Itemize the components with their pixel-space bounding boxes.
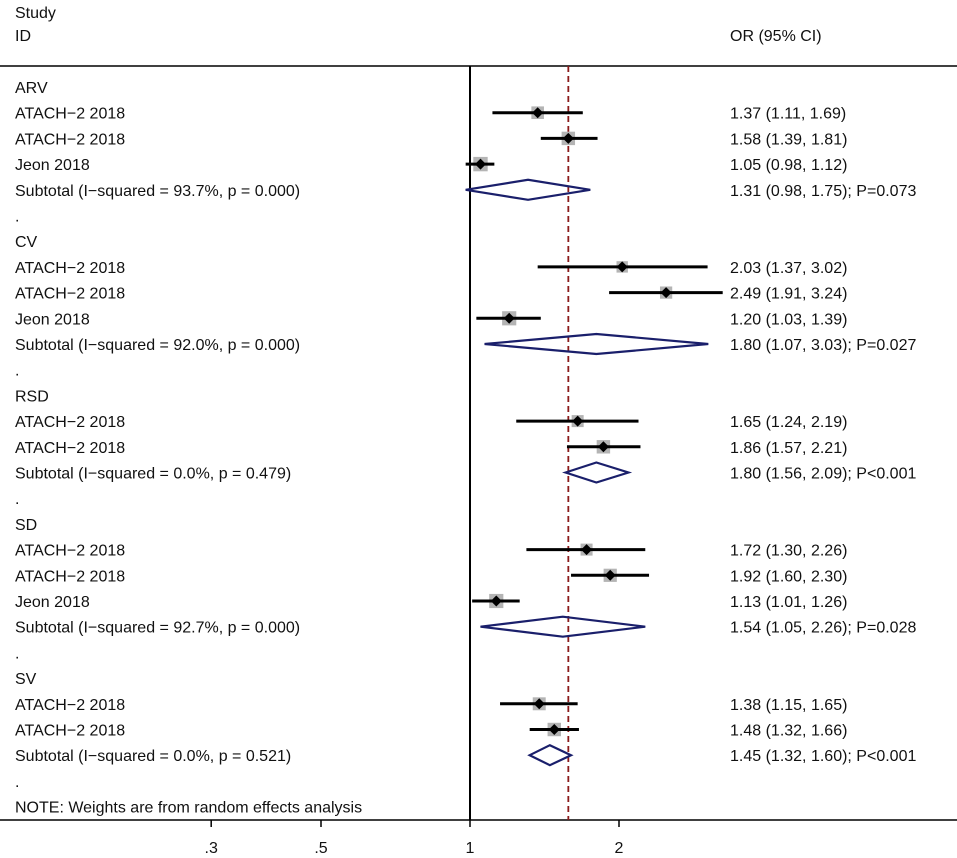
study-label-sd-2: ATACH−2 2018	[15, 568, 125, 585]
subtotal-or-sv: 1.45 (1.32, 1.60); P<0.001	[730, 748, 916, 765]
study-label-rsd-1: ATACH−2 2018	[15, 414, 125, 431]
x-tick-label: .5	[314, 840, 327, 857]
group-label-arv: ARV	[15, 80, 48, 97]
study-label-arv-1: ATACH−2 2018	[15, 106, 125, 123]
subtotal-diamond-sd	[480, 615, 646, 638]
header-or-ci: OR (95% CI)	[730, 28, 822, 45]
point-estimate-sd-3	[490, 595, 502, 607]
separator-sv: .	[15, 774, 19, 791]
point-estimate-arv-1	[532, 107, 544, 119]
study-label-arv-3: Jeon 2018	[15, 157, 90, 174]
x-tick-label: 1	[466, 840, 475, 857]
point-estimate-sd-1	[581, 544, 593, 556]
study-label-cv-2: ATACH−2 2018	[15, 286, 125, 303]
subtotal-diamond-arv	[465, 178, 591, 201]
study-label-sd-1: ATACH−2 2018	[15, 543, 125, 560]
study-label-sv-2: ATACH−2 2018	[15, 723, 125, 740]
point-estimate-arv-3	[474, 158, 486, 170]
group-label-rsd: RSD	[15, 388, 49, 405]
study-or-arv-3: 1.05 (0.98, 1.12)	[730, 157, 847, 174]
study-or-cv-1: 2.03 (1.37, 3.02)	[730, 260, 847, 277]
study-or-sv-2: 1.48 (1.32, 1.66)	[730, 723, 847, 740]
study-or-arv-2: 1.58 (1.39, 1.81)	[730, 131, 847, 148]
plot-marks	[465, 66, 723, 820]
point-estimate-sv-1	[533, 698, 545, 710]
study-or-rsd-1: 1.65 (1.24, 2.19)	[730, 414, 847, 431]
group-label-sv: SV	[15, 671, 37, 688]
point-estimate-sd-2	[604, 569, 616, 581]
separator-sd: .	[15, 645, 19, 662]
subtotal-or-arv: 1.31 (0.98, 1.75); P=0.073	[730, 183, 916, 200]
group-label-cv: CV	[15, 234, 38, 251]
subtotal-or-cv: 1.80 (1.07, 3.03); P=0.027	[730, 337, 916, 354]
separator-rsd: .	[15, 491, 19, 508]
x-tick-label: 2	[615, 840, 624, 857]
header-study: Study	[15, 5, 56, 22]
subtotal-or-sd: 1.54 (1.05, 2.26); P=0.028	[730, 620, 916, 637]
study-label-arv-2: ATACH−2 2018	[15, 131, 125, 148]
study-label-sv-1: ATACH−2 2018	[15, 697, 125, 714]
study-or-sd-3: 1.13 (1.01, 1.26)	[730, 594, 847, 611]
subtotal-or-rsd: 1.80 (1.56, 2.09); P<0.001	[730, 466, 916, 483]
study-label-cv-1: ATACH−2 2018	[15, 260, 125, 277]
study-or-sd-1: 1.72 (1.30, 2.26)	[730, 543, 847, 560]
point-estimate-rsd-1	[572, 415, 584, 427]
subtotal-label-cv: Subtotal (I−squared = 92.0%, p = 0.000)	[15, 337, 300, 354]
point-estimate-rsd-2	[597, 441, 609, 453]
x-tick-label: .3	[205, 840, 218, 857]
point-estimate-arv-2	[562, 132, 574, 144]
separator-arv: .	[15, 209, 19, 226]
subtotal-label-sd: Subtotal (I−squared = 92.7%, p = 0.000)	[15, 620, 300, 637]
weights-note: NOTE: Weights are from random effects an…	[15, 800, 362, 817]
study-label-sd-3: Jeon 2018	[15, 594, 90, 611]
point-estimate-cv-1	[616, 261, 628, 273]
subtotal-label-rsd: Subtotal (I−squared = 0.0%, p = 0.479)	[15, 466, 291, 483]
subtotal-diamond-sv	[527, 743, 574, 767]
study-label-cv-3: Jeon 2018	[15, 311, 90, 328]
separator-cv: .	[15, 363, 19, 380]
x-axis: .3 .5 1 2	[205, 820, 624, 857]
study-or-rsd-2: 1.86 (1.57, 2.21)	[730, 440, 847, 457]
header-id: ID	[15, 28, 31, 45]
study-or-arv-1: 1.37 (1.11, 1.69)	[730, 106, 846, 123]
study-rows: ARV ATACH−2 2018 1.37 (1.11, 1.69) ATACH−2 …	[15, 80, 916, 817]
point-estimate-cv-3	[503, 312, 515, 324]
subtotal-label-sv: Subtotal (I−squared = 0.0%, p = 0.521)	[15, 748, 291, 765]
point-estimate-sv-2	[548, 724, 560, 735]
subtotal-diamond-rsd	[562, 461, 633, 484]
study-or-sd-2: 1.92 (1.60, 2.30)	[730, 568, 847, 585]
group-label-sd: SD	[15, 517, 37, 534]
subtotal-label-arv: Subtotal (I−squared = 93.7%, p = 0.000)	[15, 183, 300, 200]
point-estimate-cv-2	[660, 287, 672, 299]
study-or-cv-3: 1.20 (1.03, 1.39)	[730, 311, 847, 328]
study-label-rsd-2: ATACH−2 2018	[15, 440, 125, 457]
study-or-cv-2: 2.49 (1.91, 3.24)	[730, 286, 847, 303]
study-or-sv-1: 1.38 (1.15, 1.65)	[730, 697, 847, 714]
subtotal-diamond-cv	[484, 332, 709, 356]
